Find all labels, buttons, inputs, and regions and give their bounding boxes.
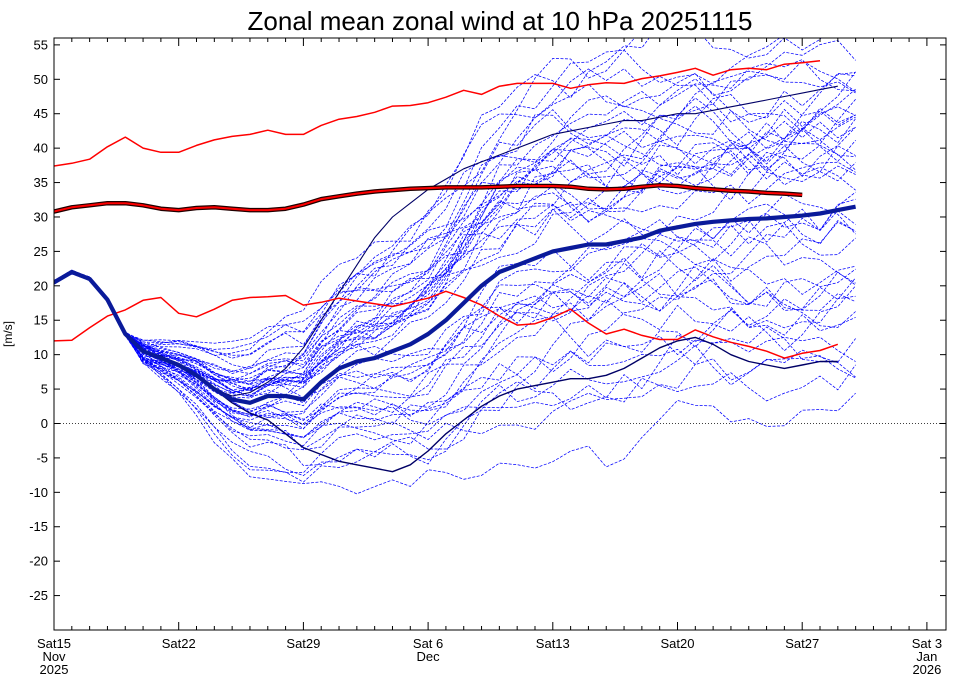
ensemble-member-line [54, 272, 856, 495]
x-axis: Sat15 Nov 2025 Sat22 Sat29 Sat 6 Dec Sat13 Sat20… [37, 38, 942, 677]
ensemble-member-line [54, 270, 856, 483]
ensemble-member-line [54, 272, 856, 447]
ensemble-member-line [54, 116, 856, 392]
x-tick-label: Sat27 [785, 636, 819, 651]
ensemble-member-line [54, 269, 856, 466]
ensemble-member-line [54, 203, 856, 420]
ensemble-member-line [54, 271, 856, 477]
y-tick-label: 20 [34, 278, 48, 293]
climatology-bound-line [54, 59, 821, 167]
ensemble-member-line [54, 198, 856, 386]
x-tick-label: Sat 6 Dec [413, 636, 443, 664]
ensemble-member-line [54, 219, 856, 425]
ensemble-member-line [54, 88, 856, 397]
chart-title: Zonal mean zonal wind at 10 hPa 20251115 [248, 6, 753, 36]
ensemble-member-line [54, 73, 856, 393]
y-tick-label: 40 [34, 141, 48, 156]
x-tick-label: Sat13 [536, 636, 570, 651]
ensemble-member-line [54, 271, 856, 429]
y-axis-label: [m/s] [1, 321, 15, 347]
ensemble-mean-line [54, 204, 856, 405]
y-tick-label: -5 [36, 450, 48, 465]
y-tick-label: 25 [34, 244, 48, 259]
ensemble-member-line [54, 126, 856, 399]
control-forecast-line [54, 271, 838, 473]
ensemble-member-line [54, 233, 856, 421]
ensemble-member-line [54, 191, 856, 418]
ensemble-member-line [54, 270, 856, 421]
x-tick-label: Sat15 Nov 2025 [37, 636, 71, 677]
ensemble-members [54, 38, 856, 495]
climatology-bound-line [54, 290, 839, 359]
ensemble-member-line [54, 272, 856, 474]
climatology-mean-line [54, 184, 803, 213]
ensemble-member-line [54, 210, 856, 430]
ensemble-member-line [54, 137, 856, 398]
x-tick-label: Sat20 [661, 636, 695, 651]
series-lines [54, 59, 856, 473]
ensemble-member-line [54, 221, 856, 412]
y-tick-label: 45 [34, 106, 48, 121]
y-tick-label: 50 [34, 72, 48, 87]
y-tick-label: -25 [29, 588, 48, 603]
ensemble-member-line [54, 270, 856, 451]
ensemble-member-line [54, 272, 856, 450]
x-tick-label: Sat22 [162, 636, 196, 651]
ensemble-member-line [54, 273, 856, 429]
ensemble-member-line [54, 250, 856, 439]
y-tick-label: 5 [41, 382, 48, 397]
climatology-mean-line-outline [54, 183, 803, 214]
ensemble-member-line [54, 38, 781, 375]
ensemble-member-line [54, 109, 856, 356]
y-tick-label: 0 [41, 416, 48, 431]
y-tick-label: 55 [34, 37, 48, 52]
y-tick-label: 10 [34, 347, 48, 362]
ensemble-member-line [54, 193, 856, 413]
y-tick-label: 35 [34, 175, 48, 190]
plot-frame [53, 37, 947, 631]
y-tick-label: -10 [29, 485, 48, 500]
ensemble-member-line [54, 118, 856, 374]
ensemble-member-line [54, 161, 856, 390]
ensemble-member-line [54, 78, 856, 385]
y-tick-label: -20 [29, 554, 48, 569]
x-tick-label: Sat29 [286, 636, 320, 651]
ensemble-member-line [54, 162, 856, 397]
y-tick-label: 30 [34, 209, 48, 224]
ensemble-member-line [54, 60, 856, 359]
ensemble-member-line [54, 59, 856, 350]
ensemble-member-line [54, 266, 856, 438]
y-tick-label: 15 [34, 313, 48, 328]
ensemble-member-line [54, 38, 650, 346]
y-tick-label: -15 [29, 519, 48, 534]
x-tick-label: Sat 3 Jan 2026 [912, 636, 942, 677]
ensemble-member-line [54, 97, 856, 370]
y-axis: -25 -20 -15 -10 -5 0 5 10 15 20 25 30 35 40 45 50 55 [29, 37, 946, 603]
